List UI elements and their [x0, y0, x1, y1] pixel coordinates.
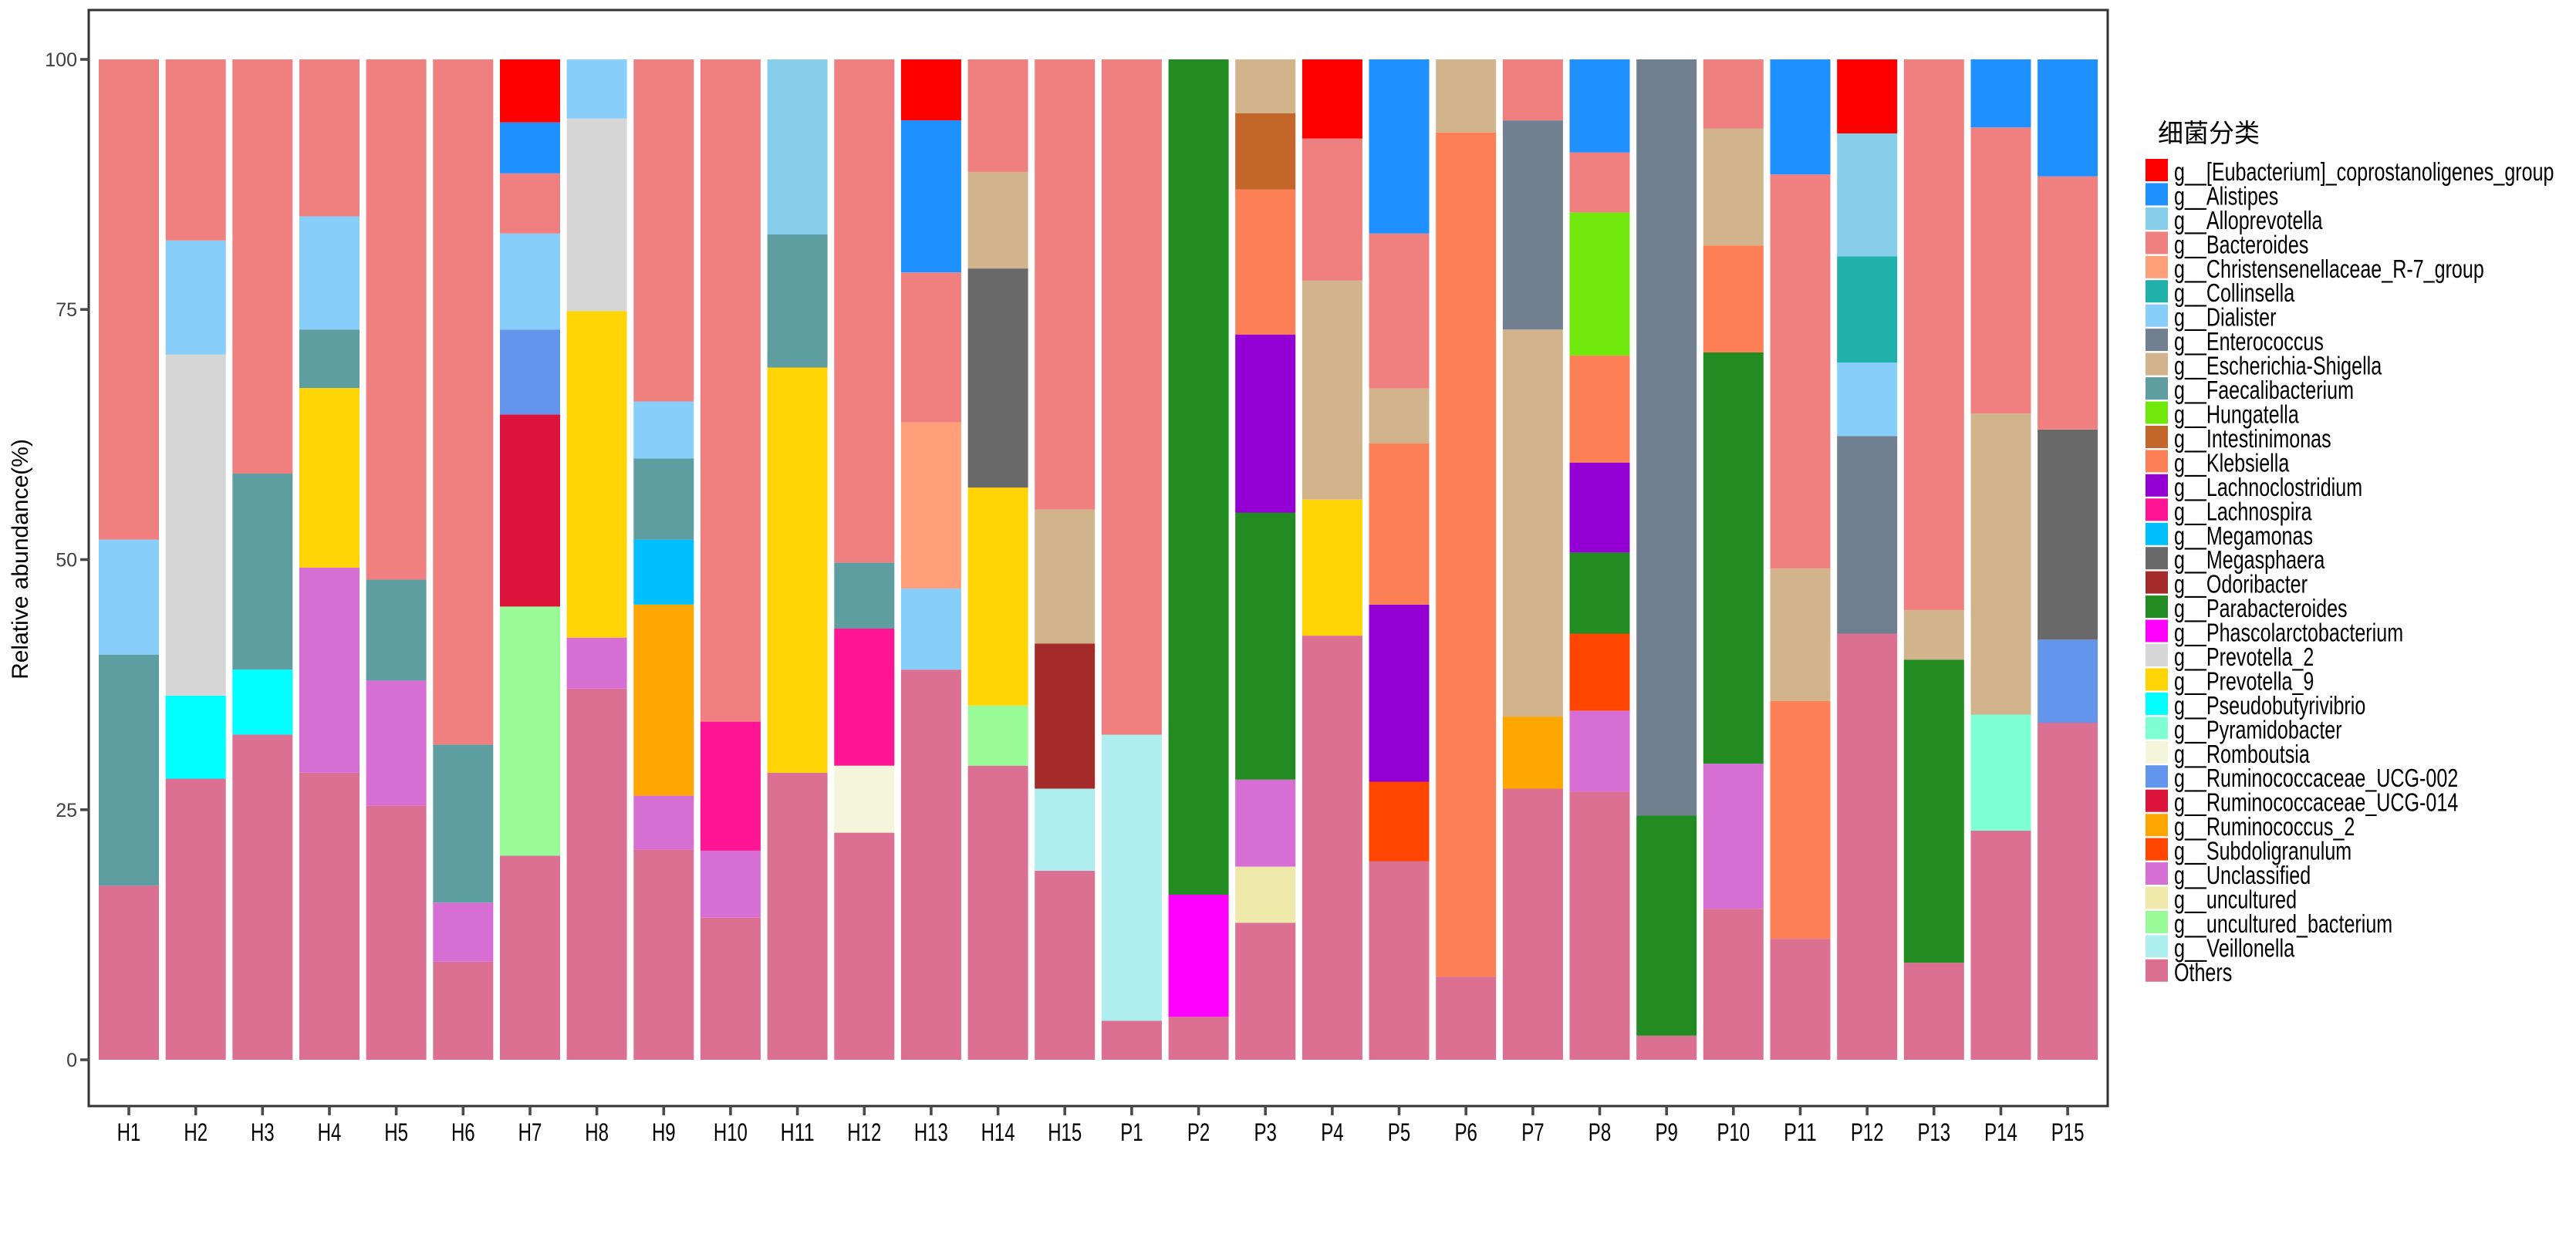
svg-text:g__Bacteroides: g__Bacteroides [2174, 230, 2308, 258]
svg-text:H3: H3 [251, 1118, 275, 1146]
svg-text:g__Ruminococcus_2: g__Ruminococcus_2 [2174, 812, 2355, 841]
svg-text:H13: H13 [914, 1118, 948, 1146]
svg-text:g__Faecalibacterium: g__Faecalibacterium [2174, 376, 2354, 404]
svg-text:g__uncultured: g__uncultured [2174, 885, 2297, 914]
svg-text:g__Odoribacter: g__Odoribacter [2174, 570, 2308, 599]
svg-text:g__Enterococcus: g__Enterococcus [2174, 327, 2324, 356]
svg-text:P11: P11 [1784, 1118, 1817, 1146]
svg-text:g__Parabacteroides: g__Parabacteroides [2174, 594, 2348, 622]
svg-text:75: 75 [56, 299, 77, 321]
svg-text:P5: P5 [1388, 1118, 1410, 1146]
svg-text:100: 100 [45, 49, 77, 71]
svg-text:P12: P12 [1851, 1118, 1884, 1146]
svg-text:g__Escherichia-Shigella: g__Escherichia-Shigella [2174, 352, 2382, 380]
svg-text:H14: H14 [981, 1118, 1015, 1146]
svg-text:H1: H1 [117, 1118, 141, 1146]
svg-text:H15: H15 [1048, 1118, 1082, 1146]
svg-text:P14: P14 [1984, 1118, 2017, 1146]
svg-text:g__Klebsiella: g__Klebsiella [2174, 448, 2290, 477]
svg-text:H9: H9 [652, 1118, 676, 1146]
svg-text:H4: H4 [318, 1118, 342, 1146]
svg-text:g__uncultured_bacterium: g__uncultured_bacterium [2174, 909, 2392, 938]
svg-text:g__Pseudobutyrivibrio: g__Pseudobutyrivibrio [2174, 691, 2365, 720]
svg-text:P8: P8 [1588, 1118, 1611, 1146]
svg-text:P1: P1 [1120, 1118, 1143, 1146]
svg-text:H5: H5 [384, 1118, 408, 1146]
svg-text:25: 25 [56, 800, 77, 821]
svg-text:g__Prevotella_9: g__Prevotella_9 [2174, 666, 2314, 695]
svg-text:P3: P3 [1254, 1118, 1277, 1146]
svg-text:g__[Eubacterium]_coprostanolig: g__[Eubacterium]_coprostanoligenes_group [2174, 157, 2554, 186]
svg-text:P6: P6 [1455, 1118, 1477, 1146]
svg-text:g__Prevotella_2: g__Prevotella_2 [2174, 642, 2314, 671]
svg-text:g__Dialister: g__Dialister [2174, 303, 2277, 332]
svg-text:g__Alistipes: g__Alistipes [2174, 181, 2278, 210]
svg-text:细菌分类: 细菌分类 [2158, 119, 2260, 147]
svg-text:g__Megamonas: g__Megamonas [2174, 521, 2313, 550]
svg-text:0: 0 [66, 1050, 77, 1071]
svg-text:g__Phascolarctobacterium: g__Phascolarctobacterium [2174, 619, 2403, 647]
svg-text:Relative abundance(%): Relative abundance(%) [8, 439, 33, 680]
svg-text:g__Unclassified: g__Unclassified [2174, 861, 2311, 889]
svg-text:H8: H8 [585, 1118, 609, 1146]
svg-text:Others: Others [2174, 958, 2232, 987]
svg-text:P10: P10 [1717, 1118, 1750, 1146]
svg-text:P13: P13 [1917, 1118, 1950, 1146]
svg-text:H12: H12 [847, 1118, 881, 1146]
svg-text:H2: H2 [184, 1118, 208, 1146]
svg-text:H10: H10 [714, 1118, 748, 1146]
svg-text:P15: P15 [2051, 1118, 2085, 1146]
svg-text:g__Romboutsia: g__Romboutsia [2174, 740, 2310, 768]
svg-text:g__Alloprevotella: g__Alloprevotella [2174, 206, 2323, 234]
svg-text:g__Intestinimonas: g__Intestinimonas [2174, 424, 2331, 453]
svg-text:H11: H11 [781, 1118, 815, 1146]
svg-text:H7: H7 [518, 1118, 542, 1146]
svg-text:g__Megasphaera: g__Megasphaera [2174, 545, 2325, 574]
svg-text:P4: P4 [1321, 1118, 1343, 1146]
svg-text:P2: P2 [1187, 1118, 1210, 1146]
svg-text:P7: P7 [1521, 1118, 1544, 1146]
svg-text:g__Veillonella: g__Veillonella [2174, 933, 2295, 962]
svg-text:H6: H6 [451, 1118, 475, 1146]
svg-text:g__Christensenellaceae_R-7_gro: g__Christensenellaceae_R-7_group [2174, 255, 2484, 283]
svg-text:g__Collinsella: g__Collinsella [2174, 278, 2295, 307]
svg-text:g__Subdoligranulum: g__Subdoligranulum [2174, 837, 2351, 865]
svg-text:g__Lachnospira: g__Lachnospira [2174, 497, 2312, 525]
svg-text:g__Lachnoclostridium: g__Lachnoclostridium [2174, 473, 2362, 501]
svg-text:g__Hungatella: g__Hungatella [2174, 400, 2299, 429]
svg-text:g__Pyramidobacter: g__Pyramidobacter [2174, 715, 2342, 744]
svg-text:P9: P9 [1656, 1118, 1678, 1146]
svg-text:g__Ruminococcaceae_UCG-002: g__Ruminococcaceae_UCG-002 [2174, 764, 2458, 792]
svg-text:50: 50 [56, 550, 77, 572]
svg-text:g__Ruminococcaceae_UCG-014: g__Ruminococcaceae_UCG-014 [2174, 788, 2458, 817]
